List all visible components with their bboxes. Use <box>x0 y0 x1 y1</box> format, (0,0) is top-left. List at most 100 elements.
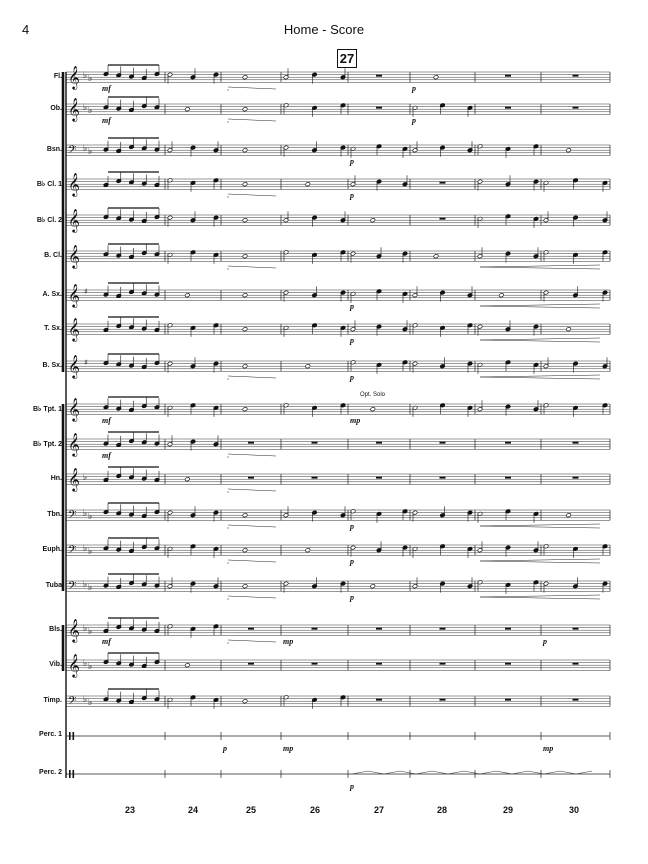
note-head <box>242 218 248 223</box>
dynamic-marking: mp <box>543 744 554 753</box>
instrument-label: Fl. <box>53 73 62 80</box>
note-head <box>242 364 248 369</box>
hairpin <box>479 337 601 341</box>
sharp-icon: ♯ <box>84 287 88 296</box>
instrument-label: Vib. <box>49 661 62 668</box>
hairpin <box>227 488 277 492</box>
hairpin <box>479 264 601 268</box>
dynamic-marking: mp <box>283 637 294 646</box>
instrument-label: Bls. <box>49 626 62 633</box>
flat-icon: ♭ <box>83 103 87 113</box>
note-head <box>566 513 572 518</box>
whole-rest-icon <box>572 74 579 77</box>
whole-rest-icon <box>505 662 511 665</box>
hairpin <box>227 524 277 528</box>
treble-clef-icon: 𝄞 <box>68 97 80 122</box>
whole-rest-icon <box>505 74 511 77</box>
hairpin <box>227 639 277 643</box>
instrument-label: Timp. <box>43 697 62 704</box>
hairpin <box>227 265 277 269</box>
whole-rest-icon <box>572 627 579 630</box>
measure-number: 29 <box>502 805 513 815</box>
staff-timp-: 𝄢 ♭ ♭ <box>65 695 611 710</box>
treble-clef-icon: 𝄞 <box>68 208 80 233</box>
staff-bsn-: 𝄢 ♭ ♭ <box>65 144 611 159</box>
whole-rest-icon <box>572 698 579 701</box>
note-head <box>242 407 248 412</box>
note-head <box>498 293 504 298</box>
instrument-label: Tbn. <box>47 511 62 518</box>
note-head <box>184 477 190 482</box>
measure-number: 23 <box>124 805 135 815</box>
staff-b-tpt-1: 𝄞 <box>65 397 611 422</box>
dynamic-marking: mf <box>102 84 111 93</box>
dynamic-marking: mp <box>350 416 361 425</box>
whole-rest-icon <box>248 476 254 479</box>
note-head <box>433 254 439 259</box>
bass-clef-icon: 𝄢 <box>68 695 76 710</box>
dynamic-marking: p <box>412 116 416 125</box>
instrument-label: B♭ Cl. 1 <box>36 181 62 188</box>
whole-rest-icon <box>376 106 382 109</box>
opt-solo-annotation: Opt. Solo <box>360 392 386 398</box>
whole-rest-icon <box>311 441 318 444</box>
staff-bls-: 𝄞 ♭ ♭ <box>65 618 611 643</box>
note-head <box>184 293 190 298</box>
sharp-icon: ♯ <box>84 358 88 367</box>
note-head <box>370 218 376 223</box>
staff-hn-: 𝄞 ♭ <box>65 467 611 492</box>
instrument-label: B. Sx. <box>42 362 62 369</box>
flat-icon: ♭ <box>83 71 87 81</box>
treble-clef-icon: 𝄞 <box>68 432 80 457</box>
treble-clef-icon: 𝄞 <box>68 354 80 379</box>
note-head <box>242 75 248 80</box>
measure-number: 24 <box>187 805 198 815</box>
note-head <box>242 699 248 704</box>
dynamic-marking: mf <box>102 451 111 460</box>
note-head <box>242 107 248 112</box>
dynamic-marking: p <box>350 593 354 602</box>
flat-icon: ♭ <box>83 509 87 519</box>
treble-clef-icon: 𝄞 <box>68 397 80 422</box>
staff-tbn-: 𝄢 ♭ ♭ <box>65 509 611 524</box>
whole-rest-icon <box>572 476 579 479</box>
staff-b-cl-1: 𝄞 <box>65 172 611 197</box>
dynamic-marking: p <box>350 373 354 382</box>
hairpin <box>227 559 277 563</box>
flat-icon: ♭ <box>88 106 92 116</box>
bass-clef-icon: 𝄢 <box>68 544 76 559</box>
staff-a-sx-: 𝄞 ♯ <box>65 283 611 308</box>
dynamic-marking: p <box>350 782 354 791</box>
flat-icon: ♭ <box>83 659 87 669</box>
note-head <box>242 182 248 187</box>
whole-rest-icon <box>572 441 579 444</box>
staff-vib-: 𝄞 ♭ ♭ <box>65 653 611 678</box>
staff-perc-1 <box>65 732 611 740</box>
flat-icon: ♭ <box>83 624 87 634</box>
treble-clef-icon: 𝄞 <box>68 653 80 678</box>
dynamic-marking: mp <box>283 744 294 753</box>
dynamic-marking: p <box>350 191 354 200</box>
hairpin <box>479 374 601 378</box>
note-head <box>242 513 248 518</box>
note-head <box>242 548 248 553</box>
dynamic-marking: mf <box>102 116 111 125</box>
whole-rest-icon <box>572 106 579 109</box>
measure-number: 30 <box>568 805 579 815</box>
note-head <box>242 584 248 589</box>
whole-rest-icon <box>311 662 318 665</box>
whole-rest-icon <box>439 441 446 444</box>
note-head <box>566 327 572 332</box>
note-head <box>242 254 248 259</box>
flat-icon: ♭ <box>88 698 92 708</box>
whole-rest-icon <box>505 698 511 701</box>
treble-clef-icon: 𝄞 <box>68 467 80 492</box>
dynamic-marking: p <box>350 336 354 345</box>
instrument-label: Perc. 2 <box>39 769 62 776</box>
flat-icon: ♭ <box>88 512 92 522</box>
whole-rest-icon <box>248 627 254 630</box>
whole-rest-icon <box>439 181 446 184</box>
instrument-label: B♭ Tpt. 1 <box>33 406 62 413</box>
whole-rest-icon <box>505 441 511 444</box>
dynamic-marking: p <box>412 84 416 93</box>
